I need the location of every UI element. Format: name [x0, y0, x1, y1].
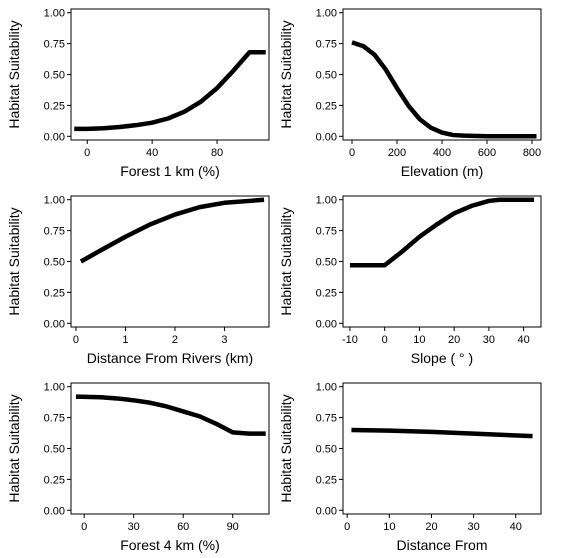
panel-elevation: 0.00 0.25 0.50 0.75 1.00 0 200 400 600 800 Elevati… — [278, 8, 542, 179]
x-tick-label: 20 — [425, 521, 437, 533]
y-tick-label: 0.25 — [44, 287, 65, 299]
y-tick-label: 0.75 — [316, 413, 337, 425]
y-tick-label: 0.50 — [316, 70, 337, 82]
y-tick-label: 1.00 — [316, 8, 337, 20]
y-tick-label: 0.25 — [316, 287, 337, 299]
x-tick-label: 40 — [518, 334, 530, 346]
y-tick-label: 0.75 — [316, 39, 337, 51]
x-tick-label: 30 — [467, 521, 479, 533]
x-axis-title: Elevation (m) — [401, 163, 483, 179]
y-tick-label: 1.00 — [316, 195, 337, 207]
x-tick-label: 800 — [523, 147, 541, 159]
y-tick-label: 0.00 — [316, 505, 337, 517]
y-tick-label: 1.00 — [44, 195, 65, 207]
y-tick-label: 0.75 — [44, 413, 65, 425]
x-tick-label: 0 — [84, 147, 90, 159]
y-tick-label: 0.50 — [44, 444, 65, 456]
y-tick-label: 0.50 — [44, 70, 65, 82]
x-tick-label: 80 — [211, 147, 223, 159]
suitability-curve — [74, 50, 266, 132]
y-axis-title: Habitat Suitability — [6, 394, 22, 502]
y-tick-label: 1.00 — [44, 382, 65, 394]
x-tick-label: 400 — [433, 147, 451, 159]
y-axis-title: Habitat Suitability — [278, 207, 294, 315]
x-tick-label: 30 — [483, 334, 495, 346]
suitability-curve — [75, 394, 266, 436]
y-tick-label: 0.25 — [316, 100, 337, 112]
y-tick-label: 0.50 — [316, 444, 337, 456]
x-tick-label: 40 — [510, 521, 522, 533]
y-tick-label: 0.50 — [316, 257, 337, 269]
x-tick-label: 30 — [128, 521, 140, 533]
suitability-curve — [79, 197, 265, 264]
y-axis-title: Habitat Suitability — [278, 394, 294, 502]
x-tick-label: 0 — [349, 147, 355, 159]
x-tick-label: 2 — [172, 334, 178, 346]
x-tick-label: 10 — [413, 334, 425, 346]
x-tick-label: 60 — [177, 521, 189, 533]
x-tick-label: 0 — [344, 521, 350, 533]
y-tick-label: 0.00 — [44, 505, 65, 517]
x-axis-title: Forest 4 km (%) — [120, 537, 220, 553]
x-tick-label: 10 — [383, 521, 395, 533]
y-tick-label: 0.00 — [316, 318, 337, 330]
y-tick-label: 0.75 — [44, 226, 65, 238]
panel-distance-communities: 0.00 0.25 0.50 0.75 1.00 0 10 20 30 40 Distance Fr… — [278, 382, 542, 558]
x-tick-label: 600 — [478, 147, 496, 159]
plot-frame — [342, 382, 542, 515]
y-tick-label: 0.75 — [44, 39, 65, 51]
suitability-curve — [351, 40, 537, 139]
x-tick-label: 40 — [146, 147, 158, 159]
x-tick-label: 0 — [73, 334, 79, 346]
x-tick-label: -10 — [342, 334, 358, 346]
x-axis-title: Distance From Rivers (km) — [87, 350, 253, 366]
y-tick-label: 0.00 — [316, 131, 337, 143]
x-tick-label: 3 — [221, 334, 227, 346]
panel-forest-4km: 0.00 0.25 0.50 0.75 1.00 0 30 60 90 Forest 4 km (… — [6, 382, 270, 553]
x-tick-label: 90 — [227, 521, 239, 533]
y-tick-label: 1.00 — [44, 8, 65, 20]
y-axis-title: Habitat Suitability — [6, 20, 22, 128]
y-tick-label: 1.00 — [316, 382, 337, 394]
x-axis-title: Forest 1 km (%) — [120, 163, 220, 179]
x-axis-title: Slope ( ° ) — [411, 350, 473, 366]
panel-slope: 0.00 0.25 0.50 0.75 1.00 -10 0 10 20 30 40 Slope ( … — [278, 195, 542, 366]
y-tick-label: 0.00 — [44, 131, 65, 143]
panel-forest-1km: 0.00 0.25 0.50 0.75 1.00 0 40 80 Forest 1 km (%)… — [6, 8, 270, 179]
y-tick-label: 0.75 — [316, 226, 337, 238]
y-tick-label: 0.00 — [44, 318, 65, 330]
y-axis-title: Habitat Suitability — [278, 20, 294, 128]
y-tick-label: 0.25 — [44, 474, 65, 486]
plot-frame — [342, 195, 542, 328]
x-tick-label: 0 — [382, 334, 388, 346]
x-tick-label: 20 — [448, 334, 460, 346]
panel-distance-rivers: 0.00 0.25 0.50 0.75 1.00 0 1 2 3 Distance From Ri… — [6, 195, 270, 366]
x-tick-label: 200 — [388, 147, 406, 159]
suitability-curve — [351, 427, 533, 439]
plot-frame — [342, 8, 542, 141]
x-tick-label: 0 — [81, 521, 87, 533]
x-axis-title: Distance From — [396, 537, 487, 553]
y-axis-title: Habitat Suitability — [6, 207, 22, 315]
y-tick-label: 0.25 — [44, 100, 65, 112]
plot-frame — [70, 382, 270, 515]
plot-frame — [70, 8, 270, 141]
suitability-curve — [349, 197, 535, 268]
y-tick-label: 0.25 — [316, 474, 337, 486]
y-tick-label: 0.50 — [44, 257, 65, 269]
x-tick-label: 1 — [122, 334, 128, 346]
